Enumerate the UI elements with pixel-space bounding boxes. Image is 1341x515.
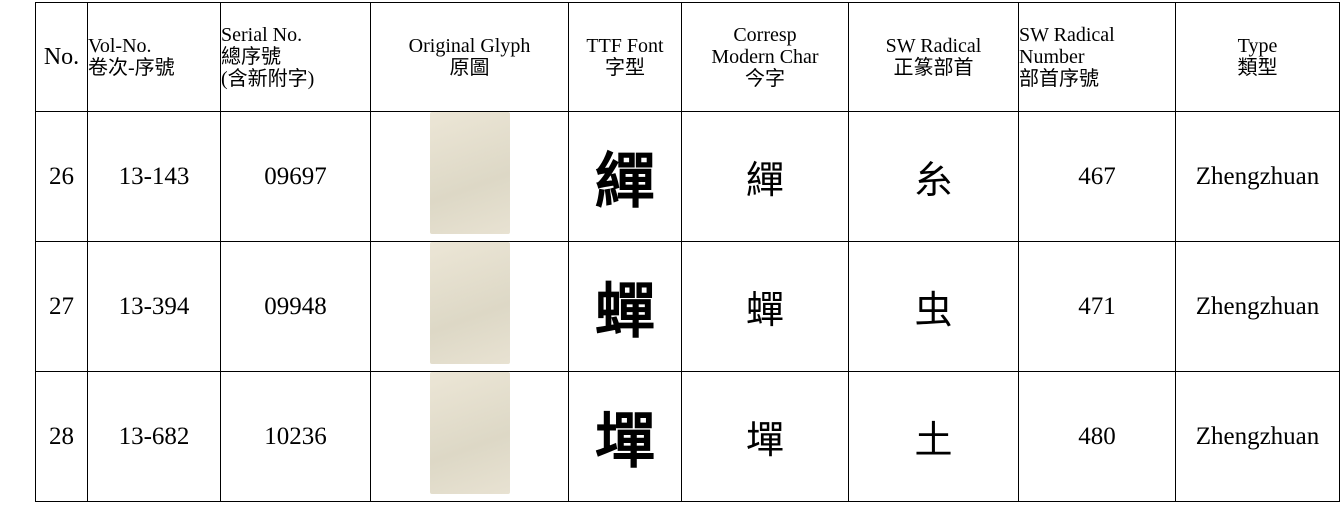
table-row: 26 13-143 09697 繟繟糸 467 Zhengzhuan [35,111,1340,242]
header-text: No. [43,44,80,70]
original-glyph-cell [370,371,569,502]
radical-number: 467 [1018,111,1176,242]
header-text: 字型 [605,57,645,79]
serial-no: 09948 [220,241,371,372]
radical-number: 480 [1018,371,1176,502]
header-text: Modern Char [711,46,819,68]
row-number: 27 [35,241,88,372]
header-cell: Serial No. 總序號 (含新附字) [220,2,371,112]
header-text: 卷次-序號 [88,57,175,79]
ttf-glyph: 繟 [568,111,682,242]
header-text: 類型 [1237,57,1278,79]
table-body: 26 13-143 09697 繟繟糸 467 Zhengzhuan 27 13-394 099… [35,111,1340,502]
vol-no: 13-394 [87,241,221,372]
original-glyph-image [429,112,510,234]
header-text: Number [1019,46,1085,68]
table-row: 28 13-682 10236 墠墠土 480 Zhengzhuan [35,371,1340,502]
ttf-glyph: 蟬 [568,241,682,372]
row-number: 26 [35,111,88,242]
sw-radical: 糸 [848,111,1019,242]
original-glyph-cell [370,111,569,242]
header-text: 今字 [745,68,785,90]
sw-radical: 虫 [848,241,1019,372]
original-glyph-image [429,242,510,364]
original-glyph-cell [370,241,569,372]
glyph-table: No. Vol-No. 卷次-序號 Serial No. 總序號 (含新附字) Origin… [35,2,1340,502]
modern-char: 繟 [681,111,849,242]
header-text: (含新附字) [221,68,315,90]
header-text: TTF Font [586,35,664,57]
vol-no: 13-682 [87,371,221,502]
glyph-type: Zhengzhuan [1175,111,1340,242]
serial-no: 10236 [220,371,371,502]
header-text: 部首序號 [1019,68,1099,90]
vol-no: 13-143 [87,111,221,242]
radical-number: 471 [1018,241,1176,372]
sw-radical: 土 [848,371,1019,502]
header-cell: Corresp Modern Char 今字 [681,2,849,112]
modern-char: 蟬 [681,241,849,372]
header-text: 正篆部首 [893,57,974,79]
serial-no: 09697 [220,111,371,242]
header-text: SW Radical [1019,24,1115,46]
table-row: 27 13-394 09948 蟬蟬虫 471 Zhengzhuan [35,241,1340,372]
row-number: 28 [35,371,88,502]
header-cell: SW Radical Number 部首序號 [1018,2,1176,112]
header-text: 總序號 [221,46,281,68]
header-cell: SW Radical 正篆部首 [848,2,1019,112]
header-cell: No. [35,2,88,112]
header-cell: Vol-No. 卷次-序號 [87,2,221,112]
header-cell: TTF Font 字型 [568,2,682,112]
ttf-glyph: 墠 [568,371,682,502]
header-cell: Original Glyph 原圖 [370,2,569,112]
header-text: Serial No. [221,24,303,46]
original-glyph-image [429,372,510,494]
glyph-type: Zhengzhuan [1175,241,1340,372]
header-cell: Type 類型 [1175,2,1340,112]
header-row: No. Vol-No. 卷次-序號 Serial No. 總序號 (含新附字) Origin… [35,2,1340,112]
header-text: Corresp [733,24,797,46]
header-text: Original Glyph [408,35,531,57]
glyph-type: Zhengzhuan [1175,371,1340,502]
modern-char: 墠 [681,371,849,502]
header-text: SW Radical [885,35,982,57]
header-text: Vol-No. [88,35,152,57]
header-text: 原圖 [449,57,490,79]
header-text: Type [1237,35,1278,57]
